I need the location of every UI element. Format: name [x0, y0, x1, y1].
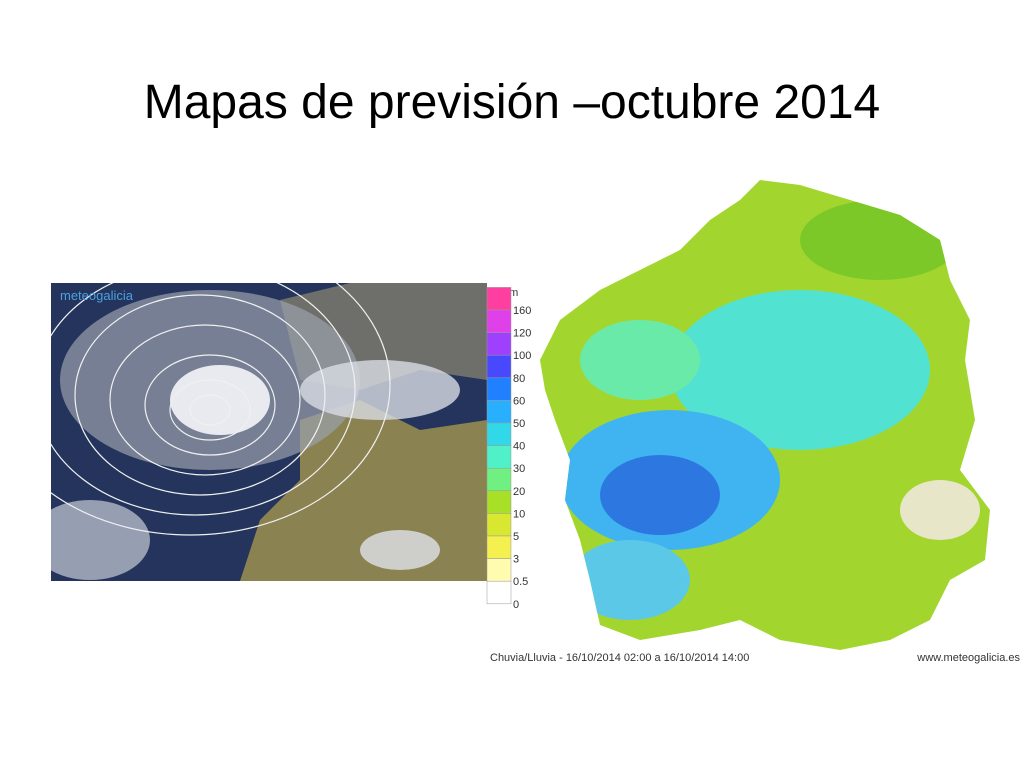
legend-label: 10 — [513, 508, 525, 520]
legend-swatch — [486, 490, 512, 514]
legend-label: 40 — [513, 441, 525, 453]
legend-label: 160 — [513, 305, 531, 317]
map-source: www.meteogalicia.es — [916, 652, 1020, 664]
legend-label: 60 — [513, 395, 525, 407]
legend-swatch — [486, 377, 512, 401]
slide-title: Mapas de previsión –octubre 2014 — [144, 76, 880, 129]
legend-swatch — [486, 287, 512, 311]
satellite-map: meteogalicia — [51, 283, 487, 581]
legend-label: 0.5 — [513, 576, 528, 588]
legend-label: 100 — [513, 350, 531, 362]
legend-label: 80 — [513, 373, 525, 385]
legend-swatch — [486, 445, 512, 469]
legend-swatch — [486, 580, 512, 605]
legend-swatch — [486, 422, 512, 446]
legend-label: 3 — [513, 554, 519, 566]
rainfall-map — [540, 180, 990, 650]
legend-swatch — [486, 309, 512, 333]
legend-swatch — [486, 513, 512, 537]
legend-swatch — [486, 400, 512, 424]
legend-swatch — [486, 332, 512, 356]
legend-swatch — [486, 354, 512, 379]
legend-swatch — [486, 558, 512, 582]
legend-label: 5 — [513, 531, 519, 543]
legend-label: 20 — [513, 486, 525, 498]
map-logo: meteogalicia — [60, 288, 134, 303]
legend-label: 0 — [513, 599, 519, 611]
legend-label: 120 — [513, 328, 531, 340]
map-caption: Chuvia/Lluvia - 16/10/2014 02:00 a 16/10… — [490, 652, 749, 664]
legend-label: 50 — [513, 418, 525, 430]
legend-swatch — [486, 535, 512, 559]
legend-swatch — [486, 467, 512, 492]
legend-label: 30 — [513, 463, 525, 475]
